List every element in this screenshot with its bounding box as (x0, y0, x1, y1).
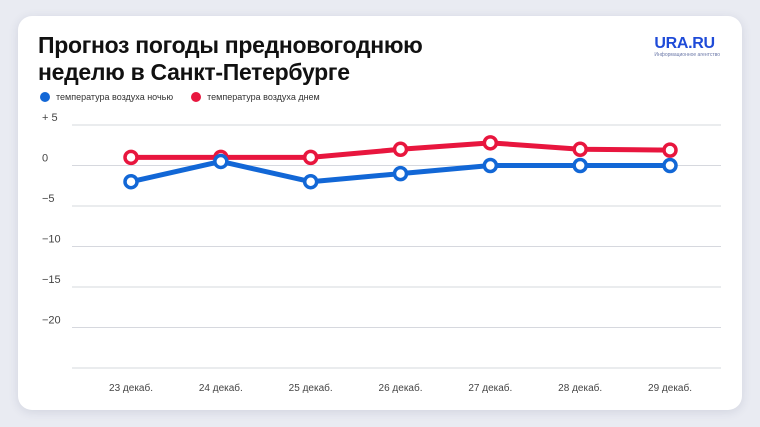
data-point-night (662, 157, 678, 174)
y-tick-label: −5 (42, 193, 55, 205)
x-tick-label: 23 декаб. (109, 382, 153, 394)
data-point-day (392, 141, 409, 158)
data-point-day (302, 149, 319, 166)
legend-swatch-night (40, 92, 50, 102)
x-tick-label: 24 декаб. (199, 382, 243, 394)
legend-label-day: температура воздуха днем (207, 92, 320, 102)
legend-swatch-day (191, 92, 202, 102)
data-point-night (123, 173, 139, 190)
logo-tagline: Информационное агентство (654, 52, 720, 58)
y-tick-label: −15 (42, 274, 61, 286)
data-point-day (572, 141, 588, 158)
y-tick-label: −20 (42, 315, 61, 327)
legend-label-night: температура воздуха ночью (56, 92, 174, 102)
data-point-day (123, 149, 139, 166)
data-point-night (213, 153, 229, 170)
data-point-night (392, 165, 409, 182)
y-tick-label: 0 (42, 153, 48, 165)
x-tick-label: 26 декаб. (379, 382, 423, 394)
data-point-night (482, 157, 499, 174)
x-tick-label: 28 декаб. (558, 382, 602, 394)
y-axis-ticks: + 5 0 −5 −10 −15 −20 (42, 112, 61, 327)
series-points (123, 135, 678, 190)
x-tick-label: 25 декаб. (289, 382, 333, 394)
data-point-night (572, 157, 588, 174)
data-point-day (662, 142, 678, 158)
x-tick-label: 29 декаб. (648, 382, 692, 394)
x-tick-label: 27 декаб. (468, 382, 512, 394)
ura-logo: URA.RU Информационное агентство (654, 36, 720, 59)
legend-item-day: температура воздуха днем (191, 92, 320, 102)
logo-name: URA.RU (654, 35, 715, 52)
chart-title: Прогноз погоды предновогоднюю неделю в С… (38, 32, 423, 85)
y-tick-label: −10 (42, 234, 61, 246)
gridlines (72, 124, 721, 369)
x-axis-ticks: 23 декаб. 24 декаб. 25 декаб. 26 декаб. 27 д… (109, 382, 692, 394)
data-point-day (482, 135, 499, 151)
chart-card: Прогноз погоды предновогоднюю неделю в С… (18, 16, 742, 410)
legend-item-night: температура воздуха ночью (40, 92, 173, 102)
y-tick-label: + 5 (42, 112, 58, 124)
data-point-night (302, 173, 319, 190)
chart-plot: + 5 0 −5 −10 −15 −20 23 декаб. 24 декаб. 25 дек… (42, 112, 721, 394)
chart-legend: температура воздуха ночью температура во… (40, 92, 320, 102)
